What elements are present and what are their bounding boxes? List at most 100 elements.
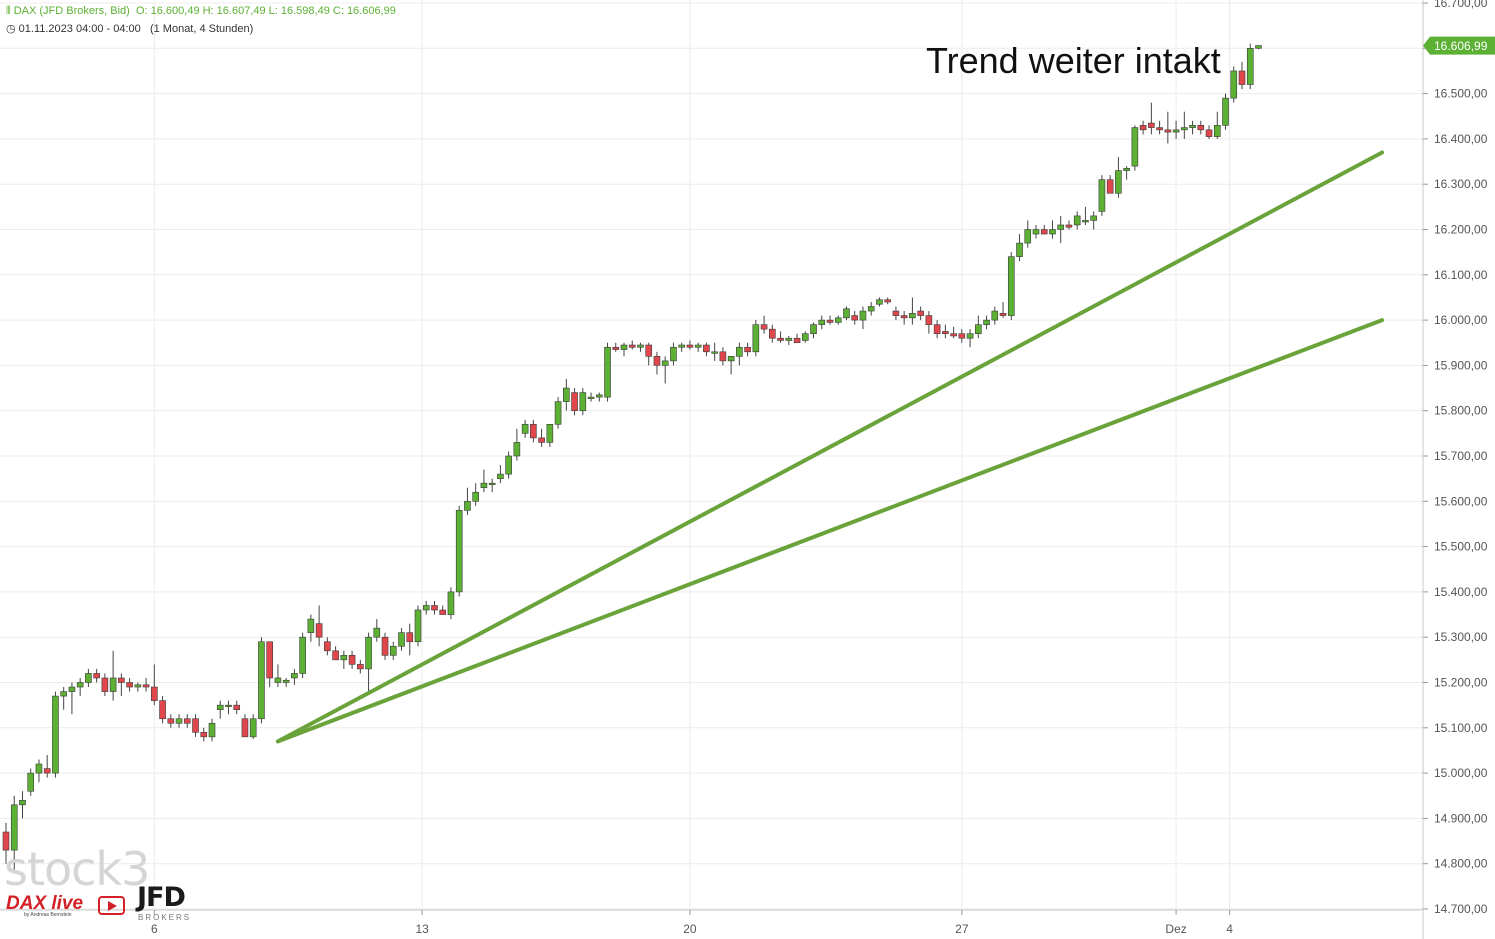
candle-body xyxy=(686,344,694,348)
candle xyxy=(579,388,587,416)
candle xyxy=(398,628,405,651)
candle-body xyxy=(60,691,67,697)
candle-body xyxy=(1098,179,1106,212)
candle xyxy=(917,306,924,321)
candle-body xyxy=(357,664,364,670)
candle xyxy=(159,696,166,724)
candle xyxy=(85,668,92,688)
candle xyxy=(381,632,389,660)
candle-body xyxy=(1065,224,1073,228)
y-tick-label: 16.700,00 xyxy=(1434,0,1488,10)
candle-body xyxy=(274,677,282,683)
candle xyxy=(299,632,306,678)
candle xyxy=(933,320,941,339)
y-tick-label: 16.400,00 xyxy=(1434,132,1488,146)
candle xyxy=(1073,211,1081,230)
candle-body xyxy=(439,609,447,615)
candle xyxy=(183,714,191,728)
candle xyxy=(274,664,282,688)
timeframe: (1 Monat, 4 Stunden) xyxy=(149,23,254,35)
candle-body xyxy=(736,346,743,357)
candle-body xyxy=(192,718,199,733)
candle-body xyxy=(19,799,26,806)
x-tick-label: 4 xyxy=(1226,922,1233,936)
candle-body xyxy=(175,718,183,724)
candle-body xyxy=(843,308,850,319)
candle-body xyxy=(769,328,776,339)
candle-body xyxy=(497,473,504,479)
candle xyxy=(1016,234,1023,262)
candle xyxy=(340,650,348,669)
candle xyxy=(60,687,67,710)
candle-body xyxy=(159,700,166,720)
candle xyxy=(867,301,875,316)
x-tick-label: 13 xyxy=(415,922,429,936)
candle xyxy=(1181,111,1188,139)
candle xyxy=(727,356,735,375)
y-tick-label: 16.000,00 xyxy=(1434,313,1488,327)
candle xyxy=(101,673,109,697)
y-tick-label: 15.900,00 xyxy=(1434,358,1488,372)
candle-body xyxy=(488,482,496,485)
candle-body xyxy=(315,623,323,638)
candle xyxy=(752,320,760,357)
candle-body xyxy=(628,344,636,348)
candle-body xyxy=(472,491,479,502)
candle xyxy=(818,315,826,330)
candle xyxy=(958,329,966,343)
candle xyxy=(1139,120,1147,135)
candle xyxy=(365,632,372,692)
candle-body xyxy=(151,686,158,701)
candle-body xyxy=(126,682,133,688)
candle-body xyxy=(703,344,710,353)
y-tick-label: 15.400,00 xyxy=(1434,585,1488,599)
jfd-brokers-label: BROKERS xyxy=(138,913,192,922)
candle-body xyxy=(999,313,1007,316)
candle-body xyxy=(1164,129,1172,133)
candle-body xyxy=(1172,129,1180,133)
candle-body xyxy=(950,333,957,337)
candle-body xyxy=(183,718,191,724)
candle-body xyxy=(1082,220,1089,223)
candle-body xyxy=(134,684,142,688)
candle xyxy=(1098,175,1106,216)
candle-body xyxy=(398,632,405,647)
candle xyxy=(711,342,718,361)
last-price-tag xyxy=(1423,36,1495,55)
candle xyxy=(851,311,859,325)
candle xyxy=(52,691,59,778)
candle-body xyxy=(604,346,611,398)
candle-body xyxy=(719,351,727,362)
candle xyxy=(175,714,183,728)
candle-body xyxy=(884,299,891,303)
candle xyxy=(357,659,364,674)
candle-body xyxy=(670,346,677,362)
candle xyxy=(1230,66,1238,103)
candle xyxy=(266,641,273,688)
candle xyxy=(587,392,595,402)
candle-body xyxy=(1197,125,1205,131)
candle xyxy=(258,637,265,724)
candle xyxy=(134,682,142,692)
candle-body xyxy=(1040,229,1048,235)
candle-body xyxy=(1255,45,1262,49)
candle-body xyxy=(307,618,315,633)
candle xyxy=(785,335,793,346)
candle-body xyxy=(1213,125,1221,137)
y-tick-label: 15.600,00 xyxy=(1434,494,1488,508)
candle-body xyxy=(958,333,966,339)
candle-body xyxy=(966,333,974,339)
candles xyxy=(2,43,1262,873)
candle xyxy=(1238,61,1246,90)
candle xyxy=(142,677,150,692)
candle xyxy=(76,677,84,697)
candle xyxy=(571,388,578,416)
candle-body xyxy=(777,337,784,341)
candle xyxy=(834,315,842,325)
period-header: ◷ 01.11.2023 04:00 - 04:00 (1 Monat, 4 S… xyxy=(6,22,253,35)
candle-body xyxy=(1024,229,1032,244)
candle xyxy=(736,342,743,366)
candle-body xyxy=(826,319,834,323)
candle-body xyxy=(27,772,35,792)
